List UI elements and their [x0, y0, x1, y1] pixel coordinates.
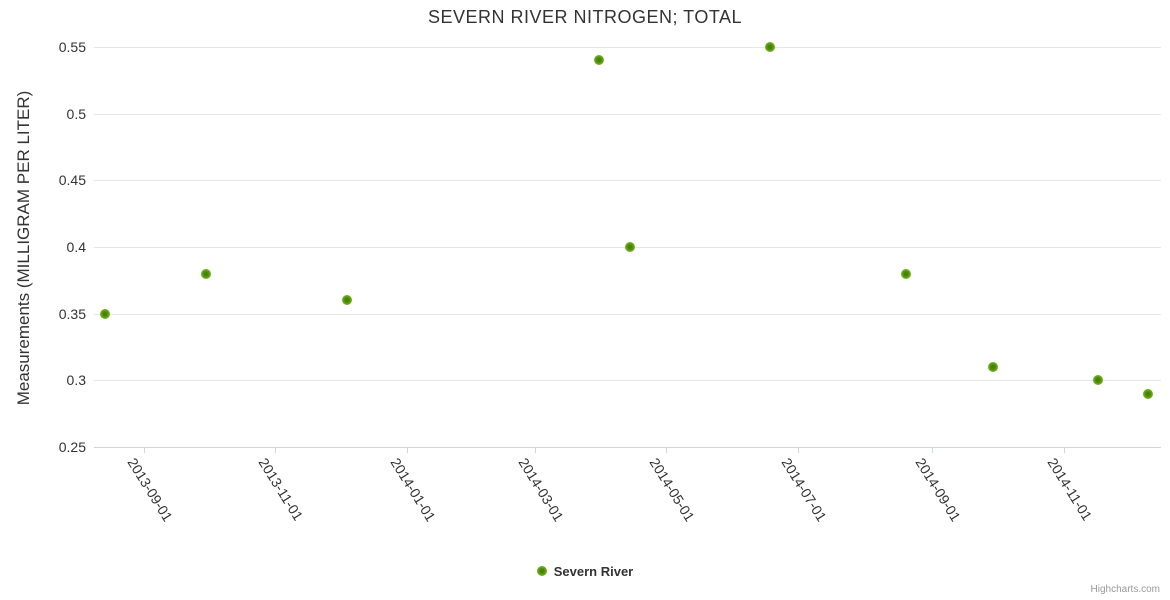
x-axis-label: 2013-09-01 — [124, 455, 176, 525]
plot-area — [94, 42, 1161, 448]
data-point-marker[interactable] — [987, 362, 998, 372]
x-axis-label: 2014-01-01 — [387, 455, 440, 525]
x-axis-label: 2014-09-01 — [912, 455, 965, 525]
y-axis-label: 0.55 — [58, 39, 86, 55]
x-axis-label: 2014-03-01 — [515, 455, 567, 525]
data-point-marker[interactable] — [1143, 388, 1154, 399]
data-point-marker[interactable] — [765, 42, 776, 52]
legend-label: Severn River — [553, 563, 634, 579]
data-point-marker[interactable] — [341, 295, 352, 306]
y-gridline — [94, 313, 1161, 315]
y-gridline — [94, 380, 1161, 382]
y-axis-label: 0.35 — [58, 305, 86, 322]
x-axis-label: 2013-11-01 — [255, 455, 307, 524]
x-axis-line — [94, 447, 1161, 448]
x-axis-label: 2014-07-01 — [778, 455, 831, 525]
x-axis-tick — [798, 447, 800, 453]
x-axis-tick — [932, 447, 934, 453]
x-axis-label: 2014-05-01 — [646, 455, 699, 525]
y-gridline — [94, 113, 1161, 115]
x-axis-tick — [1063, 447, 1065, 453]
chart-title: SEVERN RIVER NITROGEN; TOTAL — [427, 7, 743, 27]
y-axis-label: 0.3 — [66, 372, 86, 389]
x-axis-tick — [407, 447, 409, 453]
legend-marker-icon — [536, 566, 547, 576]
data-point-marker[interactable] — [1093, 375, 1104, 386]
x-axis-tick — [275, 447, 277, 453]
x-axis-tick — [143, 447, 145, 453]
y-axis-label: 0.45 — [58, 172, 86, 189]
data-point-marker[interactable] — [901, 268, 912, 279]
y-gridline — [94, 47, 1161, 48]
y-axis-label: 0.4 — [66, 239, 86, 255]
x-axis-label: 2014-11-01 — [1044, 455, 1096, 524]
highcharts-credits-link[interactable]: Highcharts.com — [1090, 584, 1160, 595]
data-point-marker[interactable] — [594, 55, 605, 66]
legend-item-severn-river[interactable]: Severn River — [0, 561, 1170, 581]
y-gridline — [94, 180, 1161, 182]
x-axis-tick — [534, 447, 536, 453]
x-axis-tick — [666, 447, 668, 453]
y-axis-label: 0.5 — [66, 105, 86, 122]
data-point-marker[interactable] — [624, 242, 635, 252]
data-point-marker[interactable] — [99, 308, 110, 319]
data-point-marker[interactable] — [201, 268, 212, 279]
y-axis-label: 0.25 — [58, 439, 86, 455]
